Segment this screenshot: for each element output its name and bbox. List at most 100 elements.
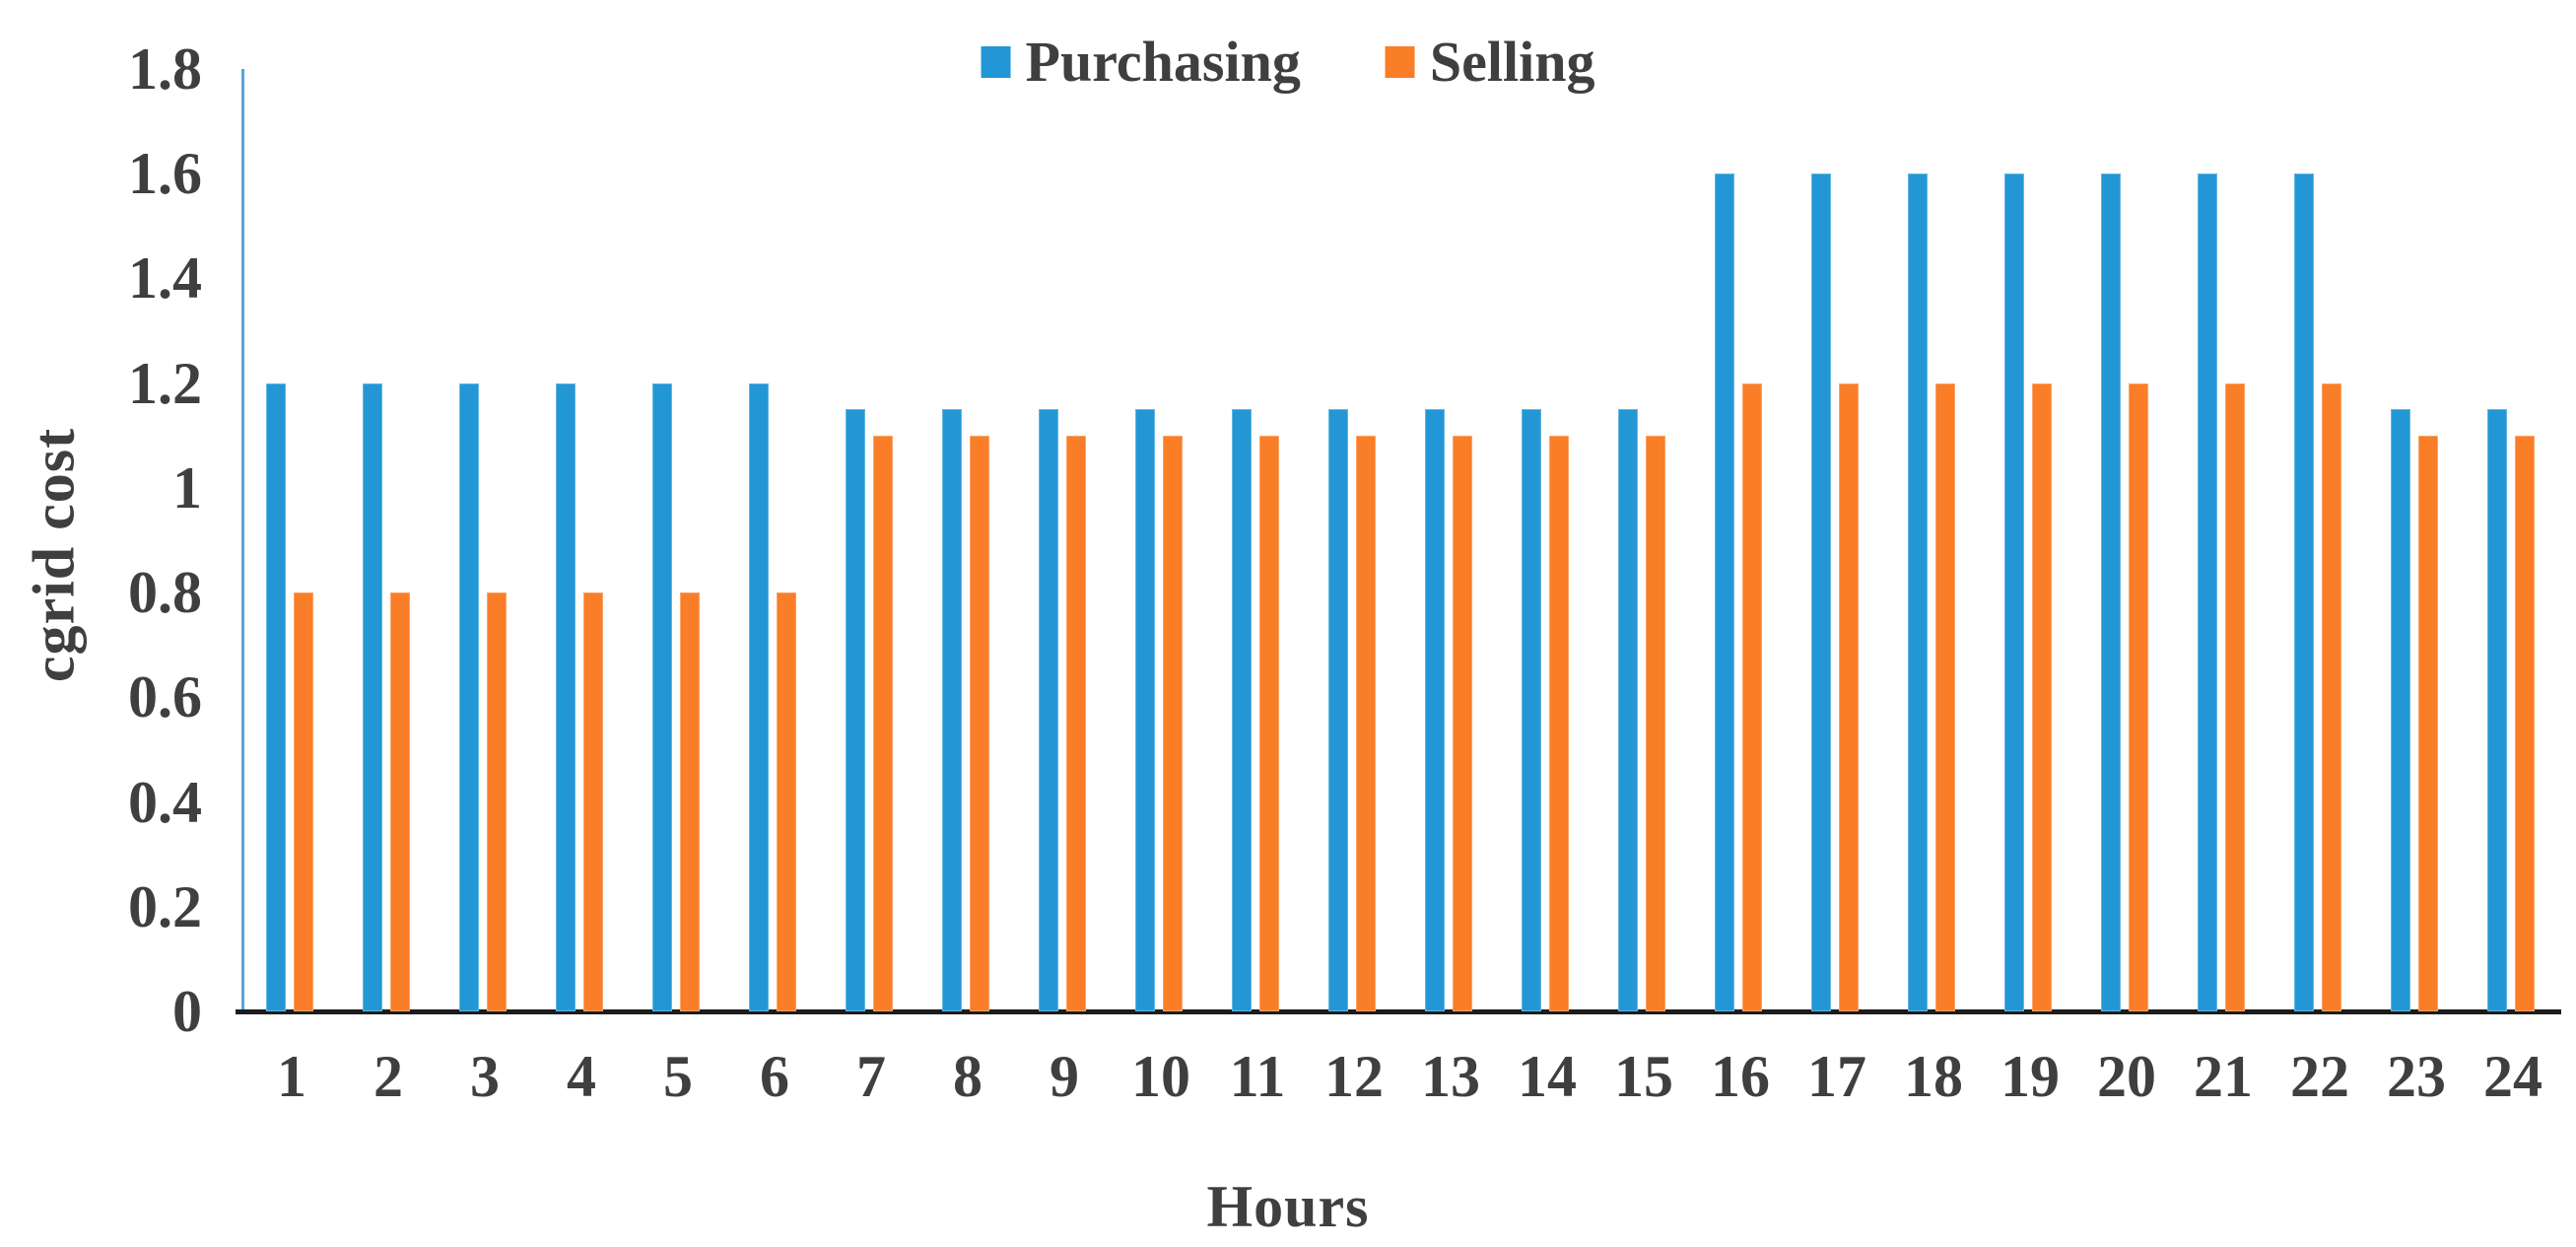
bar-selling-hour-8 [970, 435, 989, 1011]
bar-selling-hour-20 [2129, 382, 2148, 1011]
y-tick-1.2: 1.2 [128, 350, 202, 416]
bar-group-hour-3 [437, 69, 533, 1011]
bar-selling-hour-22 [2322, 382, 2341, 1011]
bar-group-hour-6 [726, 69, 823, 1011]
bar-selling-hour-10 [1163, 435, 1183, 1011]
bar-selling-hour-16 [1742, 382, 1762, 1011]
legend-item-purchasing: Purchasing [981, 30, 1301, 94]
x-tick-5: 5 [663, 1044, 693, 1109]
bar-selling-hour-15 [1646, 435, 1665, 1011]
bar-group-hour-5 [630, 69, 726, 1011]
bar-group-hour-7 [823, 69, 919, 1011]
y-tick-0.4: 0.4 [128, 769, 202, 835]
bar-purchasing-hour-22 [2294, 173, 2314, 1011]
bar-group-hour-15 [1595, 69, 1692, 1011]
bar-purchasing-hour-18 [1908, 173, 1928, 1011]
bar-group-hour-12 [1306, 69, 1402, 1011]
bar-selling-hour-7 [873, 435, 893, 1011]
bar-purchasing-hour-9 [1039, 409, 1058, 1011]
bar-group-hour-24 [2465, 69, 2561, 1011]
bar-selling-hour-24 [2515, 435, 2535, 1011]
x-axis-title: Hours [1206, 1174, 1370, 1239]
bar-purchasing-hour-20 [2101, 173, 2121, 1011]
x-tick-7: 7 [856, 1044, 886, 1109]
bar-selling-hour-23 [2418, 435, 2438, 1011]
y-tick-0.6: 0.6 [128, 664, 202, 730]
bar-group-hour-18 [1885, 69, 1982, 1011]
bar-purchasing-hour-10 [1135, 409, 1155, 1011]
bar-group-hour-13 [1402, 69, 1499, 1011]
legend-item-selling: Selling [1385, 34, 1594, 91]
bar-selling-hour-3 [487, 592, 507, 1011]
bar-selling-hour-14 [1549, 435, 1569, 1011]
x-tick-14: 14 [1518, 1044, 1577, 1109]
bar-purchasing-hour-5 [652, 382, 672, 1011]
bar-group-hour-19 [1982, 69, 2078, 1011]
purchasing-swatch-icon [981, 46, 1011, 78]
bar-purchasing-hour-16 [1715, 173, 1734, 1011]
legend: Purchasing Selling [981, 30, 1594, 94]
x-tick-19: 19 [2000, 1044, 2060, 1109]
x-tick-8: 8 [953, 1044, 983, 1109]
bar-purchasing-hour-13 [1425, 409, 1445, 1011]
bar-group-hour-4 [533, 69, 630, 1011]
bar-group-hour-10 [1113, 69, 1209, 1011]
bar-selling-hour-5 [680, 592, 700, 1011]
y-tick-0: 0 [172, 979, 202, 1044]
bar-selling-hour-17 [1839, 382, 1859, 1011]
y-tick-0.2: 0.2 [128, 873, 202, 939]
bar-purchasing-hour-6 [749, 382, 769, 1011]
bar-purchasing-hour-12 [1328, 409, 1348, 1011]
x-tick-22: 22 [2290, 1044, 2349, 1109]
x-tick-labels: 1 2 3 4 5 6 7 8 9 10 11 12 13 14 15 16 17 18 19 20 21 22 23 24 [243, 1047, 2561, 1106]
x-tick-1: 1 [277, 1044, 306, 1109]
x-axis-line [236, 1009, 2561, 1014]
bar-selling-hour-13 [1453, 435, 1472, 1011]
y-tick-labels: 1.8 1.6 1.4 1.2 1 0.8 0.6 0.4 0.2 0 [0, 39, 202, 1041]
bar-purchasing-hour-1 [266, 382, 286, 1011]
bar-group-hour-14 [1499, 69, 1595, 1011]
bar-group-hour-20 [2078, 69, 2175, 1011]
legend-label-purchasing: Purchasing [1025, 30, 1301, 94]
bar-purchasing-hour-8 [942, 409, 962, 1011]
bar-purchasing-hour-2 [363, 382, 382, 1011]
y-axis-line [241, 69, 244, 1011]
y-tick-1.8: 1.8 [128, 36, 202, 102]
bar-purchasing-hour-19 [2004, 173, 2024, 1011]
x-tick-9: 9 [1050, 1044, 1079, 1109]
x-tick-11: 11 [1229, 1044, 1286, 1109]
bar-group-hour-2 [340, 69, 437, 1011]
y-tick-1.6: 1.6 [128, 141, 202, 207]
x-tick-23: 23 [2387, 1044, 2446, 1109]
x-tick-16: 16 [1711, 1044, 1770, 1109]
bar-selling-hour-11 [1259, 435, 1279, 1011]
bar-purchasing-hour-24 [2487, 409, 2507, 1011]
x-tick-17: 17 [1807, 1044, 1866, 1109]
x-tick-18: 18 [1904, 1044, 1963, 1109]
bar-selling-hour-21 [2225, 382, 2245, 1011]
bar-selling-hour-9 [1066, 435, 1086, 1011]
bar-purchasing-hour-23 [2391, 409, 2410, 1011]
bar-group-hour-21 [2175, 69, 2271, 1011]
x-tick-21: 21 [2194, 1044, 2253, 1109]
selling-swatch-icon [1385, 46, 1415, 78]
bar-group-hour-9 [1016, 69, 1113, 1011]
bar-purchasing-hour-21 [2198, 173, 2217, 1011]
bar-group-hour-22 [2271, 69, 2368, 1011]
bar-purchasing-hour-15 [1618, 409, 1638, 1011]
bar-group-hour-23 [2368, 69, 2465, 1011]
x-tick-15: 15 [1614, 1044, 1673, 1109]
x-tick-20: 20 [2097, 1044, 2156, 1109]
bar-group-hour-8 [919, 69, 1016, 1011]
bar-purchasing-hour-11 [1232, 409, 1252, 1011]
x-tick-2: 2 [373, 1044, 403, 1109]
bar-purchasing-hour-14 [1522, 409, 1541, 1011]
bar-selling-hour-18 [1935, 382, 1955, 1011]
bar-group-hour-1 [243, 69, 340, 1011]
bar-purchasing-hour-17 [1811, 173, 1831, 1011]
x-tick-6: 6 [760, 1044, 789, 1109]
x-tick-3: 3 [470, 1044, 500, 1109]
x-tick-4: 4 [567, 1044, 596, 1109]
bar-selling-hour-19 [2032, 382, 2052, 1011]
